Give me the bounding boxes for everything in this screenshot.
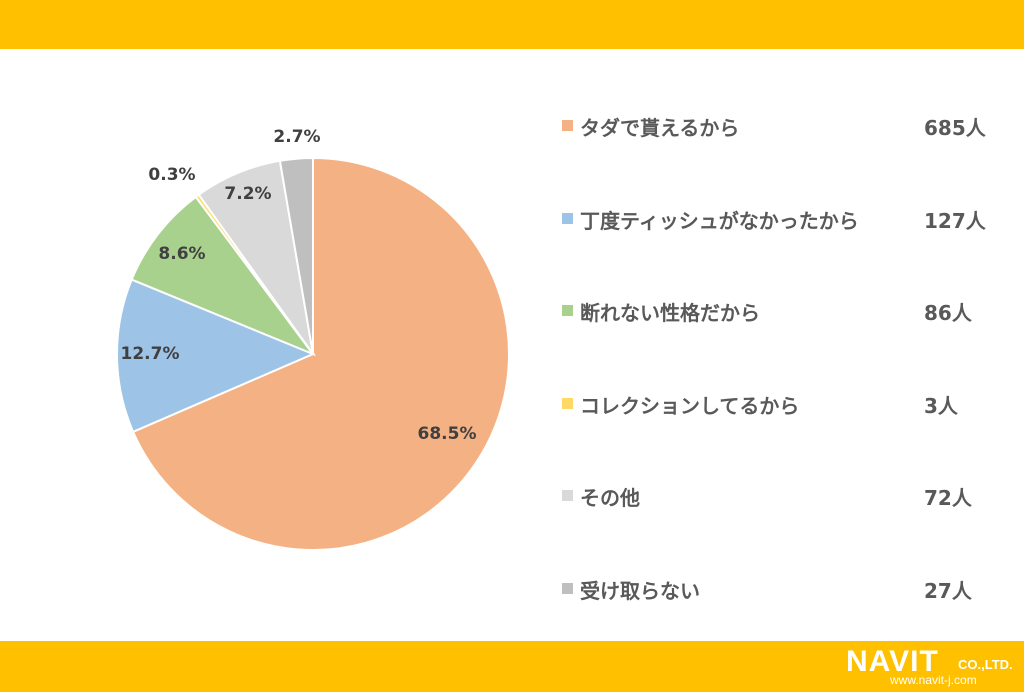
legend-count: 72人 <box>924 486 972 510</box>
logo-company-suffix: CO.,LTD. <box>958 657 1013 672</box>
legend-swatch <box>562 212 573 224</box>
legend-count: 685人 <box>924 116 986 140</box>
legend-item-2: 丁度ティッシュがなかったから 127人 <box>556 199 1016 239</box>
legend-label: 丁度ティッシュがなかったから <box>580 208 859 233</box>
pie-slice-2 <box>116 278 316 434</box>
legend-item-5: その他 72人 <box>556 476 1016 516</box>
legend-swatch <box>562 120 573 131</box>
legend-label: タダで貰えるから <box>580 116 740 140</box>
pie-data-label-2: 12.7% <box>121 344 180 364</box>
pie-data-label-5: 7.2% <box>224 184 271 204</box>
pie-data-label-1: 68.5% <box>418 424 477 444</box>
logo-wordmark: NAVIT <box>846 645 939 678</box>
legend-label: 受け取らない <box>580 578 700 603</box>
navit-logo: NAVIT CO.,LTD. www.navit-j.com <box>846 645 1018 689</box>
pie-data-label-4: 0.3% <box>148 165 195 185</box>
legend-count: 27人 <box>924 578 972 603</box>
logo-url: www.navit-j.com <box>890 673 977 687</box>
pie-slice-3 <box>130 195 316 357</box>
pie-chart: 68.5% 12.7% 8.6% 0.3% 7.2% 2.7% <box>116 127 510 551</box>
legend-label: コレクションしてるから <box>580 393 800 418</box>
pie-slice-1 <box>131 156 510 551</box>
legend-count: 86人 <box>924 301 972 325</box>
legend-count: 127人 <box>924 208 986 233</box>
legend-item-3: 断れない性格だから 86人 <box>556 291 1016 331</box>
legend-label: その他 <box>580 486 640 510</box>
bottom-band <box>0 641 1024 692</box>
legend-swatch <box>562 397 573 409</box>
legend-count: 3人 <box>924 393 958 418</box>
legend-label: 断れない性格だから <box>580 301 760 325</box>
pie-data-label-3: 8.6% <box>158 244 205 264</box>
legend-swatch <box>562 582 573 594</box>
legend-item-4: コレクションしてるから 3人 <box>556 384 1016 424</box>
pie-slice-6 <box>278 156 314 355</box>
top-band <box>0 0 1024 49</box>
legend-item-1: タダで貰えるから 685人 <box>556 106 1016 146</box>
legend-swatch <box>562 490 573 501</box>
legend-swatch <box>562 305 573 316</box>
pie-data-label-6: 2.7% <box>273 127 320 147</box>
legend-item-6: 受け取らない 27人 <box>556 569 1016 609</box>
